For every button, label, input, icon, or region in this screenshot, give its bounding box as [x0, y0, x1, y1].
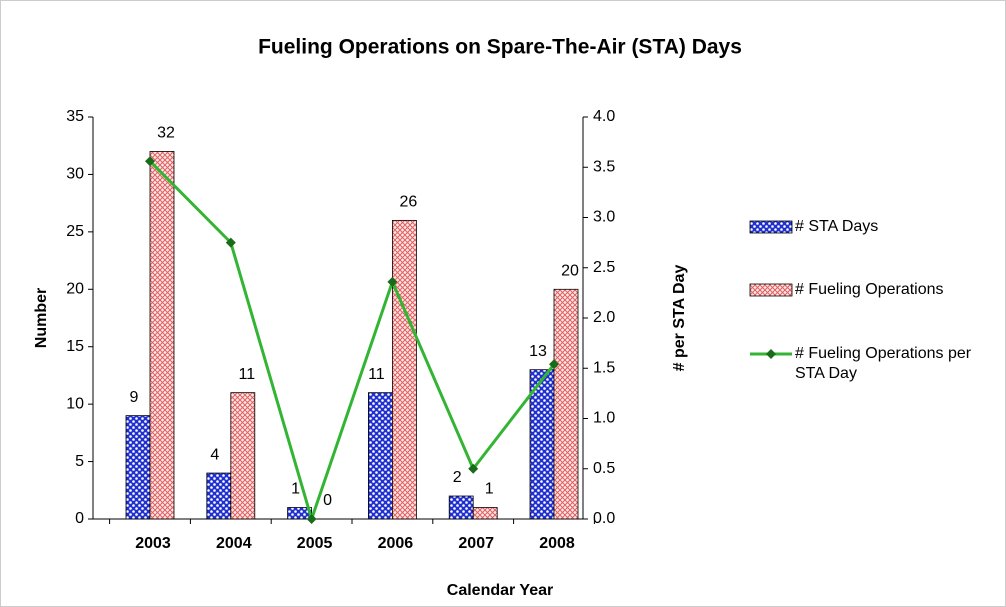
legend-label: # Fueling Operations	[795, 281, 944, 298]
data-label: 1	[485, 481, 494, 498]
bar	[125, 415, 151, 520]
bar	[472, 507, 498, 520]
data-label: 26	[400, 194, 418, 211]
bar	[230, 392, 256, 520]
x-tick-label: 2004	[216, 535, 252, 552]
bar	[287, 507, 313, 520]
y-tick-label: 15	[66, 338, 84, 355]
y2-tick-label: 4.0	[593, 108, 615, 125]
y2-tick-label: 1.0	[593, 410, 615, 427]
bar	[553, 288, 579, 520]
line-marker	[306, 514, 317, 524]
bar	[448, 495, 474, 520]
legend-label: # STA Days	[795, 218, 878, 235]
data-label: 0	[323, 492, 332, 509]
line-marker	[145, 156, 155, 167]
y-tick-label: 5	[75, 453, 84, 470]
y2-tick-label: 2.5	[593, 259, 615, 276]
data-label: 13	[529, 343, 547, 360]
y-tick-label: 10	[66, 395, 84, 412]
data-label: 20	[561, 263, 579, 280]
y2-tick-label: 1.5	[593, 359, 615, 376]
x-tick-label: 2006	[378, 535, 414, 552]
y-tick-label: 35	[66, 108, 84, 125]
chart-title: Fueling Operations on Spare-The-Air (STA…	[258, 36, 742, 59]
y-axis-label: Number	[33, 288, 50, 348]
data-label: 4	[210, 446, 219, 463]
x-tick-label: 2007	[458, 535, 494, 552]
line-marker	[225, 237, 236, 248]
line-marker	[468, 463, 479, 474]
bar	[367, 392, 393, 520]
x-axis-label: Calendar Year	[447, 582, 553, 599]
bar	[206, 472, 232, 520]
y2-tick-label: 3.0	[593, 209, 615, 226]
data-label: 32	[157, 125, 175, 142]
x-tick-label: 2008	[539, 535, 575, 552]
y2-tick-label: 2.0	[593, 309, 615, 326]
y2-axis-label: # per STA Day	[671, 265, 688, 372]
legend-marker	[766, 349, 776, 359]
data-label: 11	[238, 366, 255, 383]
y-tick-label: 20	[66, 281, 84, 298]
x-tick-label: 2005	[297, 535, 333, 552]
line-marker	[549, 359, 559, 370]
y-tick-label: 25	[66, 223, 84, 240]
y2-tick-label: 3.5	[593, 158, 615, 175]
y2-tick-label: 0.5	[593, 460, 615, 477]
data-label: 11	[368, 366, 385, 383]
y2-tick-label: 0.0	[593, 510, 615, 527]
data-label: 1	[291, 481, 300, 498]
legend-swatch	[749, 220, 793, 234]
data-label: 2	[453, 469, 462, 486]
legend-third-label: # Fueling Operations per STA Day	[795, 345, 972, 382]
bar	[391, 219, 417, 520]
x-tick-label: 2003	[135, 535, 171, 552]
line-marker	[387, 276, 398, 287]
bar	[149, 151, 175, 520]
y-tick-label: 0	[75, 510, 84, 527]
line-series	[148, 160, 556, 524]
legend-swatch	[749, 283, 793, 297]
data-label: 9	[130, 389, 139, 406]
y-tick-label: 30	[66, 166, 84, 183]
